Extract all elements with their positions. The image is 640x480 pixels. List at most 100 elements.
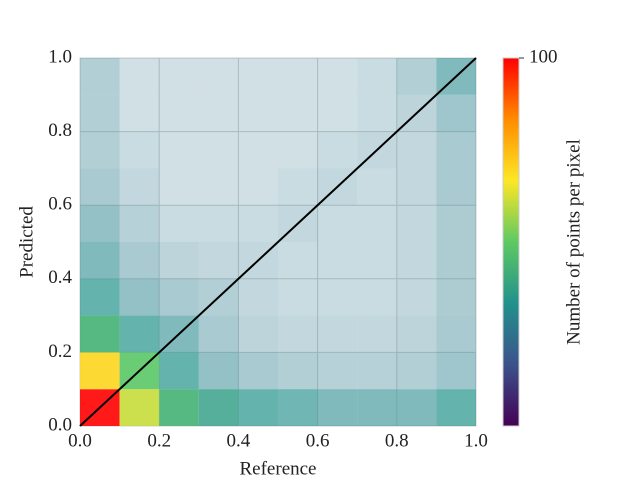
density-cell — [80, 352, 120, 390]
y-tick-label: 1.0 — [48, 46, 72, 67]
density-cell — [198, 94, 239, 132]
density-cell — [396, 205, 437, 242]
density-cell — [396, 278, 437, 316]
density-cell — [119, 205, 160, 242]
density-cell — [278, 315, 318, 353]
density-cell — [119, 389, 160, 426]
density-cell — [317, 58, 358, 95]
density-cell — [278, 242, 318, 279]
density-cell — [396, 315, 437, 353]
density-cell — [436, 131, 476, 169]
density-cell — [317, 352, 358, 390]
density-cell — [357, 315, 397, 353]
density-cell — [278, 389, 318, 426]
density-cell — [436, 352, 476, 390]
density-cell — [357, 352, 397, 390]
density-cell — [357, 168, 397, 206]
density-cell — [396, 352, 437, 390]
x-tick-label: 0.6 — [306, 430, 330, 451]
density-cell — [396, 242, 437, 279]
x-axis-label: Reference — [240, 458, 317, 479]
density-cell — [436, 168, 476, 206]
density-cell — [119, 278, 160, 316]
density-cell — [80, 242, 120, 279]
density-cell — [119, 315, 160, 353]
x-tick-label: 0.2 — [147, 430, 171, 451]
density-cell — [198, 389, 239, 426]
density-cell — [436, 205, 476, 242]
density-cell — [198, 168, 239, 206]
density-cell — [159, 242, 199, 279]
density-cell — [278, 131, 318, 169]
y-tick-label: 0.0 — [48, 414, 72, 435]
density-cell — [238, 131, 278, 169]
density-cell — [357, 94, 397, 132]
density-cell — [278, 94, 318, 132]
density-cell — [159, 94, 199, 132]
density-cell — [80, 168, 120, 206]
density-cell — [198, 315, 239, 353]
density-cell — [357, 389, 397, 426]
density-cell — [119, 94, 160, 132]
density-cell — [278, 168, 318, 206]
x-tick-label: 0.0 — [68, 430, 92, 451]
density-cell — [198, 131, 239, 169]
density-cell — [278, 58, 318, 95]
density-cell — [436, 315, 476, 353]
density-cell — [317, 94, 358, 132]
density-cell — [80, 94, 120, 132]
density-cell — [238, 315, 278, 353]
density-cell — [357, 58, 397, 95]
density-cell — [80, 58, 120, 95]
density-cell — [159, 205, 199, 242]
density-cell — [317, 315, 358, 353]
density-cell — [317, 389, 358, 426]
density-cell — [396, 58, 437, 95]
x-tick-label: 1.0 — [464, 430, 488, 451]
density-cell — [159, 168, 199, 206]
y-axis-label: Predicted — [16, 206, 37, 278]
density-cell — [159, 389, 199, 426]
density-cell — [159, 278, 199, 316]
density-cell — [238, 58, 278, 95]
colorbar — [502, 57, 520, 427]
density-cell — [317, 131, 358, 169]
density-cell — [238, 94, 278, 132]
density-cell — [198, 242, 239, 279]
density-cell — [80, 205, 120, 242]
density-cell — [80, 131, 120, 169]
density-cell — [317, 242, 358, 279]
density-cell — [357, 242, 397, 279]
y-tick-label: 0.8 — [48, 120, 72, 141]
density-cell — [278, 352, 318, 390]
density-cell — [396, 168, 437, 206]
identity-line — [79, 57, 477, 427]
density-cell — [238, 168, 278, 206]
density-cell — [159, 58, 199, 95]
density-cell — [238, 278, 278, 316]
density-cell — [238, 389, 278, 426]
density-cell — [80, 278, 120, 316]
density-cell — [278, 278, 318, 316]
x-tick-label: 0.8 — [385, 430, 409, 451]
colorbar-tick-label: 100 — [529, 46, 558, 67]
density-cell — [317, 278, 358, 316]
density-cell — [198, 58, 239, 95]
density-cell — [119, 168, 160, 206]
density-cell — [159, 352, 199, 390]
density-cell — [396, 131, 437, 169]
density-cell — [159, 131, 199, 169]
y-tick-label: 0.2 — [48, 341, 72, 362]
density-cell — [198, 205, 239, 242]
density-cell — [119, 131, 160, 169]
density-cell — [238, 205, 278, 242]
density-cell — [317, 205, 358, 242]
density-cell — [80, 315, 120, 353]
density-cell — [119, 58, 160, 95]
y-tick-label: 0.4 — [48, 267, 72, 288]
density-cell — [357, 205, 397, 242]
density-cell — [436, 278, 476, 316]
density-cell — [238, 352, 278, 390]
